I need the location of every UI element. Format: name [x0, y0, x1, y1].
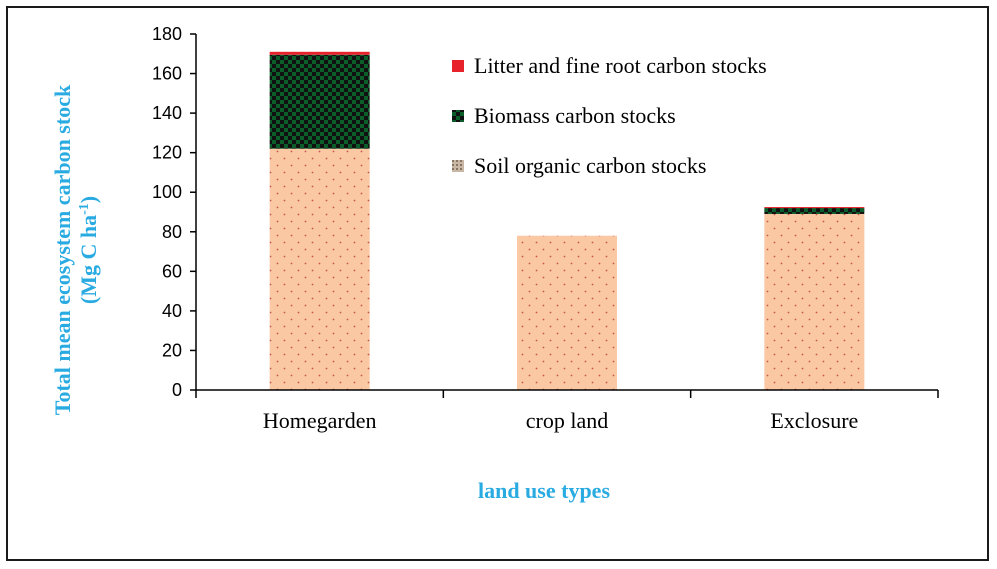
y-tick-label: 100	[152, 182, 182, 202]
y-axis-title-line2: (Mg C ha-1)	[76, 196, 101, 304]
y-tick-label: 20	[162, 340, 182, 360]
y-tick-label: 0	[172, 380, 182, 400]
y-axis: 0 20 40 60 80 100 120 140 160 180	[152, 24, 196, 400]
legend-label: Soil organic carbon stocks	[474, 153, 706, 178]
bar-segment	[269, 51, 370, 55]
y-tick-label: 60	[162, 261, 182, 281]
chart-frame: 0 20 40 60 80 100 120 140 160 180 Homegarden crop …	[6, 6, 989, 561]
bar-segment	[764, 213, 865, 390]
stacked-bar-chart: 0 20 40 60 80 100 120 140 160 180 Homegarden crop …	[50, 24, 939, 503]
bars	[269, 51, 865, 390]
legend-label: Biomass carbon stocks	[474, 103, 676, 128]
y-tick-label: 160	[152, 64, 182, 84]
x-axis-title: land use types	[478, 478, 610, 503]
y-tick-label: 120	[152, 143, 182, 163]
bar-segment	[269, 148, 370, 390]
y-tick-label: 40	[162, 301, 182, 321]
y-tick-label: 80	[162, 222, 182, 242]
x-tick-label: crop land	[526, 408, 608, 433]
legend-swatch	[452, 60, 464, 72]
x-tick-label: Homegarden	[263, 408, 377, 433]
bar-segment	[764, 207, 865, 209]
y-tick-label: 180	[152, 24, 182, 44]
legend: Litter and fine root carbon stocks Biomas…	[452, 53, 767, 178]
legend-label: Litter and fine root carbon stocks	[474, 53, 767, 78]
legend-swatch	[452, 110, 464, 122]
x-tick-label: Exclosure	[770, 408, 858, 433]
y-axis-title-line1: Total mean ecosystem carbon stock	[50, 84, 75, 415]
legend-swatch	[452, 160, 464, 172]
bar-segment	[764, 208, 865, 214]
bar-segment	[269, 54, 370, 149]
y-axis-title: Total mean ecosystem carbon stock (Mg C …	[50, 84, 101, 415]
bar-segment	[517, 235, 617, 390]
y-tick-label: 140	[152, 103, 182, 123]
x-axis: Homegarden crop land Exclosure	[195, 390, 939, 433]
